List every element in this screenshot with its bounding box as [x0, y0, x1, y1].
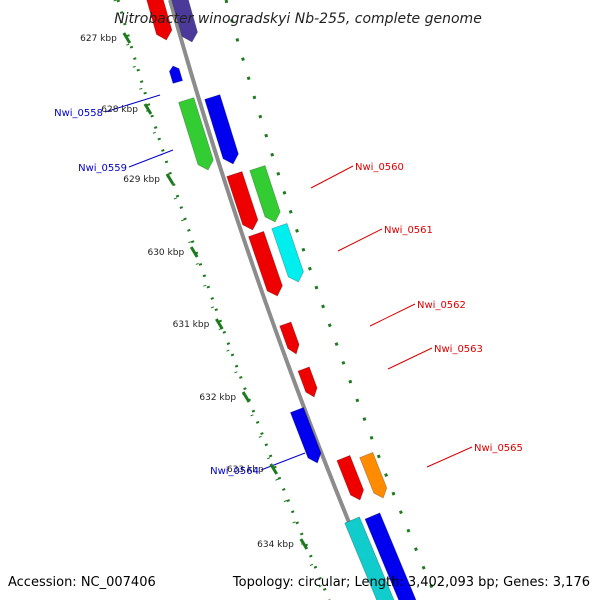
gene-labels: Nwi_0558 Nwi_0559 Nwi_0560 Nwi_0561 Nwi_0562… [54, 108, 523, 477]
scale-tick-label: 633 kbp [227, 465, 264, 475]
gene-label[interactable]: Nwi_0561 [384, 225, 433, 236]
gene-arrow-nwi-0562[interactable] [279, 321, 300, 355]
summary-text: Topology: circular; Length: 3,402,093 bp… [232, 575, 590, 590]
scale-tick-label: 628 kbp [101, 105, 138, 115]
scale-tick-mark [269, 463, 279, 475]
label-leader-line [260, 452, 306, 471]
gene-label[interactable]: Nwi_0559 [78, 163, 127, 174]
label-leaders [104, 94, 473, 471]
gene-label[interactable]: Nwi_0558 [54, 108, 103, 119]
label-leader-line [310, 165, 354, 189]
scale-tick-mark [122, 32, 132, 44]
scale-ticks: 627 kbp 628 kbp 629 kbp 630 kbp 631 kbp 632 k… [80, 32, 309, 550]
inner-left-dotted-track [113, 0, 328, 600]
gene-label[interactable]: Nwi_0565 [474, 443, 523, 454]
label-leader-line [128, 149, 174, 168]
scale-tick-mark [143, 103, 153, 115]
gene-features [142, 0, 417, 600]
genome-backbone [168, 0, 384, 600]
scale-tick-mark [165, 173, 175, 185]
gene-arrow-nwi-0559[interactable] [204, 94, 239, 165]
gene-arrow-g-red-2[interactable] [247, 230, 283, 297]
scale-tick-label: 632 kbp [199, 393, 236, 403]
dotted-tracks [113, 0, 439, 600]
label-leader-line [369, 303, 416, 327]
scale-tick-label: 631 kbp [173, 320, 210, 330]
scale-tick-mark [189, 246, 199, 258]
label-leader-line [337, 228, 383, 252]
gene-label[interactable]: Nwi_0560 [355, 162, 404, 173]
gene-arrow-g-top-purple[interactable] [167, 0, 198, 43]
gene-arrow-nwi-0558[interactable] [178, 97, 214, 171]
page-title: Nitrobacter winogradskyi Nb-255, complet… [114, 11, 482, 27]
scale-tick-label: 627 kbp [80, 34, 117, 44]
scale-tick-label: 629 kbp [123, 175, 160, 185]
label-leader-line [104, 94, 161, 113]
outer-left-dotted-track [116, 0, 331, 600]
gene-arrow-g-bottom-blue[interactable] [364, 512, 417, 600]
gene-arrow-nwi-0560[interactable] [249, 164, 281, 223]
gene-label[interactable]: Nwi_0564 [210, 466, 259, 477]
gene-arrow-g-small-blue[interactable] [168, 65, 184, 84]
gene-arrow-nwi-0561[interactable] [271, 222, 304, 283]
gene-arrow-nwi-0564[interactable] [289, 406, 322, 464]
label-leader-line [387, 347, 433, 370]
gene-arrow-g-red-3[interactable] [336, 454, 365, 501]
gene-arrow-nwi-0565[interactable] [359, 451, 388, 499]
gene-arrow-g-bottom-cyan[interactable] [344, 516, 395, 600]
scale-tick-mark [215, 318, 224, 330]
scale-tick-mark [241, 391, 251, 403]
label-leader-line [426, 446, 473, 468]
gene-arrow-g-top-red[interactable] [142, 0, 173, 41]
accession-text: Accession: NC_007406 [8, 575, 156, 590]
gene-arrow-g-red-1[interactable] [226, 170, 259, 231]
gene-arrow-nwi-0563[interactable] [297, 366, 318, 398]
right-dotted-track [224, 0, 439, 600]
gene-label[interactable]: Nwi_0562 [417, 300, 466, 311]
gene-label[interactable]: Nwi_0563 [434, 344, 483, 355]
scale-tick-label: 630 kbp [147, 248, 184, 258]
scale-tick-label: 634 kbp [257, 540, 294, 550]
scale-tick-mark [299, 538, 309, 550]
